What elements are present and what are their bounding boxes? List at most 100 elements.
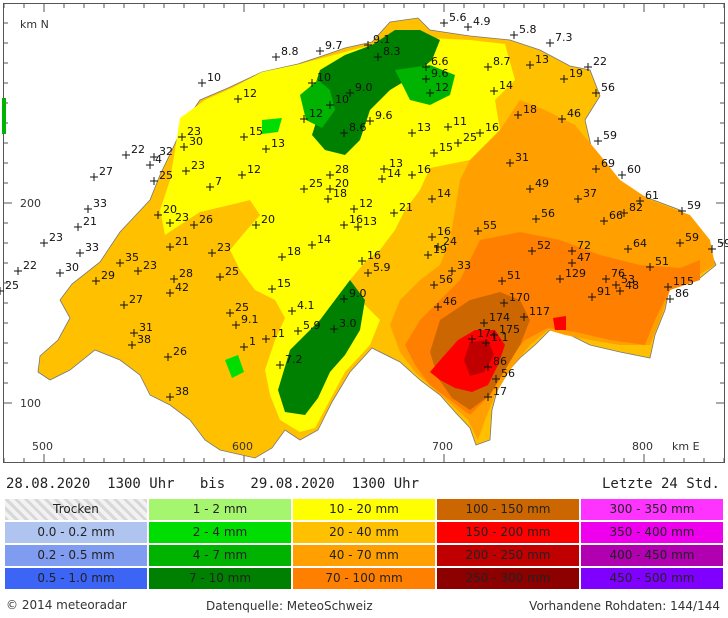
station-marker: 23: [40, 231, 63, 247]
station-value: 4: [155, 153, 162, 166]
station-cross: [498, 277, 506, 285]
station-cross: [300, 115, 308, 123]
station-cross: [482, 339, 490, 347]
station-value: 18: [287, 245, 301, 258]
stations-layer: 5.6 4.95.87.39.18.39.78.86.69.68.7 13 22195…: [0, 11, 728, 401]
station-cross: [308, 79, 316, 87]
station-value: 11: [453, 115, 467, 128]
station-marker: 38: [166, 385, 189, 401]
station-cross: [164, 353, 172, 361]
station-marker: 7: [206, 175, 222, 191]
station-cross: [364, 41, 372, 49]
station-cross: [130, 329, 138, 337]
station-cross: [490, 87, 498, 95]
station-cross: [134, 267, 142, 275]
station-value: 26: [199, 213, 213, 226]
station-cross: [340, 129, 348, 137]
station-value: 6.6: [431, 55, 449, 68]
station-value: 7: [215, 175, 222, 188]
station-cross: [378, 175, 386, 183]
station-cross: [532, 215, 540, 223]
station-cross: [316, 47, 324, 55]
station-cross: [308, 241, 316, 249]
station-value: 14: [387, 167, 401, 180]
station-cross: [612, 281, 620, 289]
station-cross: [506, 159, 514, 167]
station-marker: 9.6: [422, 67, 449, 83]
station-cross: [146, 161, 154, 169]
station-marker: 33: [76, 241, 99, 257]
station-marker: 55: [474, 219, 497, 235]
station-value: 91: [597, 285, 611, 298]
station-value: 38: [137, 333, 151, 346]
station-value: 23: [143, 259, 157, 272]
station-cross: [14, 267, 22, 275]
station-cross: [240, 343, 248, 351]
station-value: 170: [509, 291, 530, 304]
station-marker: 16: [476, 121, 499, 137]
station-cross: [380, 165, 388, 173]
station-value: 82: [629, 201, 643, 214]
station-value: 25: [309, 177, 323, 190]
station-cross: [0, 287, 4, 295]
station-cross: [510, 31, 518, 39]
data-source: Datenquelle: MeteoSchweiz: [206, 599, 373, 613]
legend-item: 200 - 250 mm: [436, 544, 580, 567]
station-value: 8.3: [383, 45, 401, 58]
station-value: 3.0: [339, 317, 357, 330]
station-value: 7.3: [555, 31, 573, 44]
station-marker: 20: [154, 203, 177, 219]
station-value: 18: [523, 103, 537, 116]
station-value: 28: [179, 267, 193, 280]
station-cross: [326, 171, 334, 179]
station-cross: [546, 39, 554, 47]
station-value: 33: [85, 241, 99, 254]
station-value: 9.0: [355, 81, 373, 94]
station-value: 38: [175, 385, 189, 398]
station-marker: 27: [90, 165, 113, 181]
station-cross: [182, 167, 190, 175]
station-marker: 30: [56, 261, 79, 277]
station-value: 14: [499, 79, 513, 92]
station-cross: [428, 233, 436, 241]
station-value: 13: [535, 53, 549, 66]
station-marker: 5.8: [510, 23, 537, 39]
legend-item: 250 - 300 mm: [436, 567, 580, 590]
station-marker: 9.1: [232, 313, 259, 329]
station-value: 23: [175, 211, 189, 224]
station-marker: 9.1: [364, 33, 391, 49]
station-marker: 82: [620, 201, 643, 217]
station-marker: 69: [592, 157, 615, 173]
station-marker: 33: [448, 259, 471, 275]
station-value: 51: [507, 269, 521, 282]
x-tick-label: 600: [232, 440, 253, 453]
station-cross: [366, 117, 374, 125]
station-marker: 20: [326, 177, 349, 193]
station-cross: [664, 283, 672, 291]
station-cross: [454, 139, 462, 147]
station-marker: 86: [666, 287, 689, 303]
station-marker: 129: [556, 267, 586, 283]
legend-item: 100 - 150 mm: [436, 498, 580, 521]
station-cross: [154, 211, 162, 219]
y-tick-label: 200: [20, 197, 41, 210]
station-marker: 13: [408, 121, 431, 137]
precip-area-7-10mm-south: [278, 280, 365, 415]
station-value: 17: [477, 327, 491, 340]
station-marker: 86: [484, 355, 507, 371]
station-cross: [268, 285, 276, 293]
station-value: 4.1: [297, 299, 315, 312]
station-cross: [594, 137, 602, 145]
station-value: 12: [247, 163, 261, 176]
station-cross: [422, 63, 430, 71]
station-value: 5.9: [373, 261, 391, 274]
station-cross: [426, 89, 434, 97]
station-value: 19: [569, 67, 583, 80]
station-cross: [618, 171, 626, 179]
station-cross: [262, 335, 270, 343]
station-marker: 10: [198, 71, 221, 87]
station-value: 13: [417, 121, 431, 134]
station-marker: 170: [500, 291, 530, 307]
station-marker: 16: [358, 249, 381, 265]
legend-item: 2 - 4 mm: [148, 521, 292, 544]
